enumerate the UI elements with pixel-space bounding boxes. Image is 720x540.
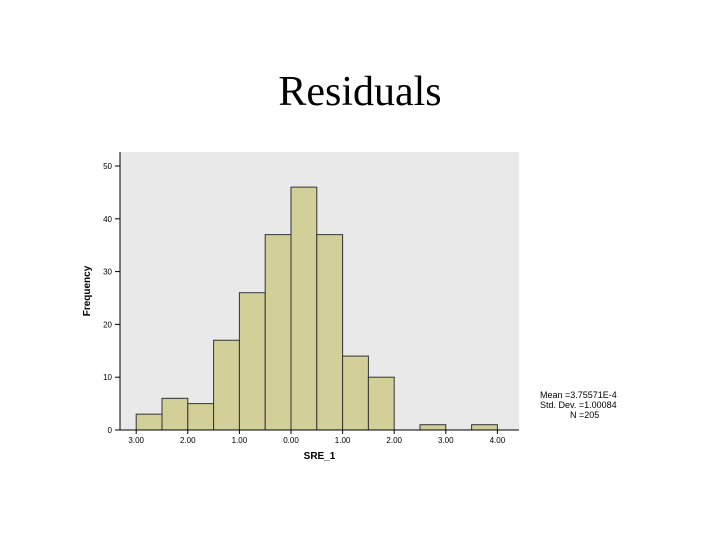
x-tick-label: 3.00 <box>128 436 144 445</box>
x-tick-label: 1.00 <box>232 436 248 445</box>
stats-box: Mean =3.75571E-4 Std. Dev. =1.00084 N =2… <box>540 390 650 420</box>
y-tick-label: 10 <box>103 373 112 382</box>
histogram-bar <box>213 339 240 431</box>
x-tick-label: 2.00 <box>386 436 402 445</box>
x-tick-label: 2.00 <box>180 436 196 445</box>
y-axis-label: Frequency <box>82 265 93 316</box>
y-tick-label: 50 <box>103 162 112 171</box>
stats-mean: Mean =3.75571E-4 <box>540 390 617 400</box>
histogram-bar <box>187 403 215 431</box>
x-tick-label: 0.00 <box>283 436 299 445</box>
histogram-bar <box>238 292 266 431</box>
histogram-bar <box>290 186 318 431</box>
histogram-bar <box>264 234 292 431</box>
histogram-bar <box>471 424 498 431</box>
histogram-bar <box>419 424 447 431</box>
slide-title: Residuals <box>278 69 442 115</box>
histogram-bar <box>316 234 344 431</box>
histogram-bar <box>161 397 189 431</box>
y-tick-label: 30 <box>103 268 112 277</box>
histogram-bar <box>135 413 163 431</box>
x-tick-label: 3.00 <box>438 436 454 445</box>
stats-std-dev: Std. Dev. =1.00084 <box>540 400 617 410</box>
x-tick-label: 4.00 <box>490 436 506 445</box>
x-axis-label: SRE_1 <box>304 451 336 462</box>
y-tick-label: 40 <box>103 215 112 224</box>
y-tick-label: 0 <box>108 426 113 435</box>
x-tick-label: 1.00 <box>335 436 351 445</box>
y-tick-label: 20 <box>103 320 112 329</box>
stats-n: N =205 <box>570 410 600 420</box>
histogram-bar <box>367 376 395 431</box>
histogram-bar <box>342 355 369 431</box>
